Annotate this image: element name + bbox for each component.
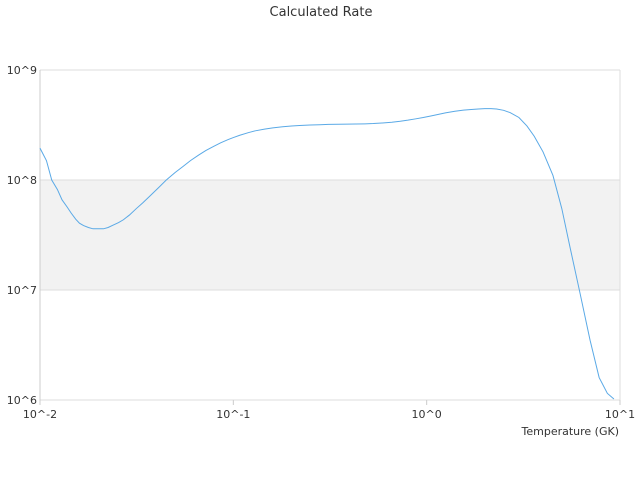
y-axis-ticks: 10^6 10^7 10^8 10^9	[7, 64, 37, 407]
x-axis-ticks: 10^-2 10^-1 10^0 10^1	[23, 408, 635, 421]
rate-line	[39, 108, 615, 400]
x-axis-label: Temperature (GK)	[521, 425, 620, 438]
plot-background	[40, 180, 620, 290]
shaded-band	[40, 180, 620, 290]
y-tick-label: 10^9	[7, 64, 37, 77]
series-layer	[39, 108, 615, 400]
grid	[39, 69, 621, 405]
x-tick-label: 10^-1	[216, 408, 250, 421]
y-tick-label: 10^7	[7, 284, 37, 297]
x-tick-label: 10^-2	[23, 408, 57, 421]
y-tick-label: 10^6	[7, 394, 37, 407]
x-tick-label: 10^0	[412, 408, 442, 421]
y-tick-label: 10^8	[7, 174, 37, 187]
chart-title: Calculated Rate	[270, 5, 373, 20]
x-tick-label: 10^1	[605, 408, 635, 421]
